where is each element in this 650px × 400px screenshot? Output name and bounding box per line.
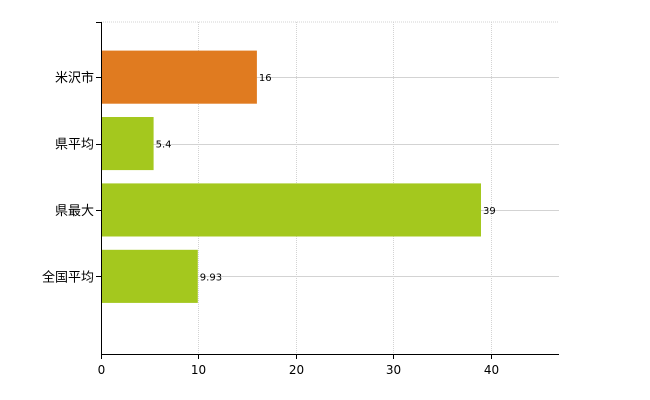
category-label: 県最大 bbox=[55, 204, 94, 219]
axis-layer bbox=[96, 22, 559, 359]
bar bbox=[102, 183, 481, 237]
bar bbox=[102, 117, 154, 171]
x-tick-label: 0 bbox=[98, 363, 106, 377]
x-tick-label: 40 bbox=[484, 363, 499, 377]
category-label: 県平均 bbox=[55, 138, 94, 153]
category-label: 全国平均 bbox=[42, 269, 94, 285]
label-layer: 16 米沢市 5.4 県平均 39 県最大 9.93 全国平均 0 10 20 30 40 bbox=[42, 70, 499, 377]
x-tick-label: 30 bbox=[386, 363, 401, 377]
data-label: 5.4 bbox=[156, 140, 172, 151]
data-label: 9.93 bbox=[200, 272, 222, 283]
bar bbox=[102, 50, 257, 104]
x-tick-label: 10 bbox=[191, 363, 206, 377]
data-label: 16 bbox=[259, 73, 272, 84]
bar bbox=[102, 249, 198, 303]
category-label: 米沢市 bbox=[55, 70, 94, 86]
x-tick-label: 20 bbox=[289, 363, 304, 377]
bar-layer bbox=[102, 50, 481, 303]
data-label: 39 bbox=[483, 206, 496, 217]
